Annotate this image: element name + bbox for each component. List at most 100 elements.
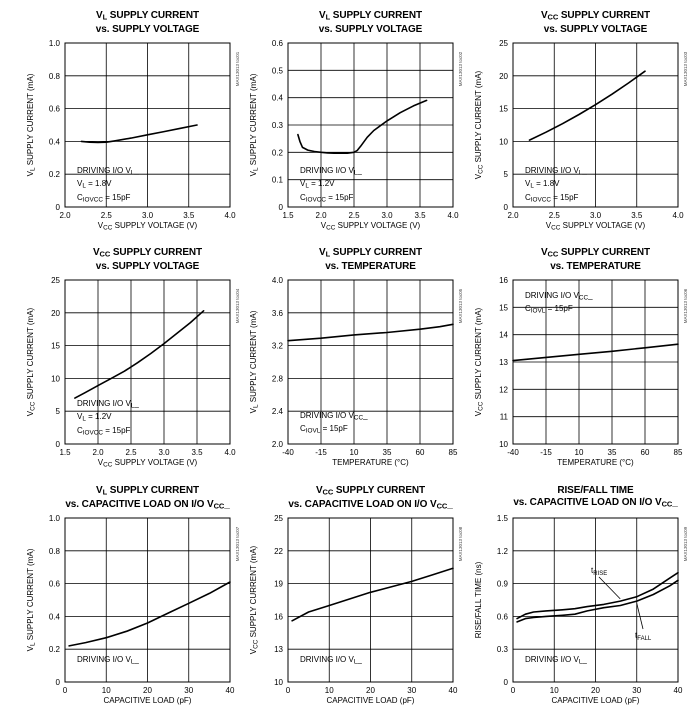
y-tick-label: 2.8	[272, 374, 284, 383]
plot-area: 0 0.2 0.4 0.6 0.8 1.0	[49, 39, 231, 212]
y-tick-label: 0.4	[272, 94, 284, 103]
y-tick-label: 1.5	[497, 514, 509, 523]
plot-area: 0 5 10 15 20 25	[499, 39, 679, 212]
y-tick-label: 13	[499, 358, 508, 367]
y-tick-label: 4.0	[272, 276, 284, 285]
y-tick-label: 3.6	[272, 309, 284, 318]
chart-title: VL SUPPLY CURRENT vs. SUPPLY VOLTAGE	[95, 10, 200, 35]
chart-title: RISE/FALL TIME vs. CAPACITIVE LOAD ON I/O…	[513, 485, 678, 509]
y-tick-label: 0.2	[49, 645, 61, 654]
y-tick-label: 12	[499, 385, 508, 394]
x-tick-label: 0	[286, 686, 291, 695]
x-tick-label: 4.0	[672, 211, 684, 220]
x-tick-label: 2.0	[59, 211, 71, 220]
series-label: tFALL	[635, 631, 652, 642]
y-tick-label: 11	[500, 413, 509, 422]
plot-area: 10 11 12 13 14 15 16	[499, 276, 679, 449]
x-tick-label: 85	[449, 448, 458, 457]
y-tick-label: 0	[56, 440, 61, 449]
x-tick-label: 2.0	[92, 448, 104, 457]
plot-area: 0 0.1 0.2 0.3 0.4 0.5 0.6	[272, 39, 454, 212]
y-tick-label: 0.4	[49, 137, 61, 146]
series-line	[516, 571, 679, 620]
series-line	[528, 70, 646, 141]
chart-title: VCC SUPPLY CURRENT vs. TEMPERATURE	[540, 247, 651, 272]
x-tick-label: 3.5	[191, 448, 203, 457]
y-tick-label: 15	[499, 303, 508, 312]
chart-annotation: DRIVING I/O VCC_ CIOVL = 15pF	[300, 411, 368, 435]
x-tick-label: -40	[507, 448, 519, 457]
y-tick-label: 0.3	[497, 645, 509, 654]
chart-title: VL SUPPLY CURRENT vs. SUPPLY VOLTAGE	[318, 10, 423, 35]
x-tick-label: 2.0	[315, 211, 327, 220]
x-tick-label: 35	[608, 448, 617, 457]
callout-line	[636, 603, 644, 630]
y-tick-label: 3.2	[272, 342, 284, 351]
x-tick-row: -40 -15 10 35 60 85	[282, 448, 458, 457]
x-tick-row: 0 10 20 30 40	[286, 686, 458, 695]
x-tick-label: 2.5	[101, 211, 113, 220]
plot-frame	[64, 279, 231, 445]
x-axis-label: VCC SUPPLY VOLTAGE (V)	[97, 458, 198, 469]
y-tick-label: 0.3	[272, 121, 284, 130]
y-tick-label: 0.4	[49, 612, 61, 621]
x-tick-label: 85	[674, 448, 683, 457]
x-tick-label: -15	[540, 448, 552, 457]
chart-annotation: DRIVING I/O VL_ VL = 1.8V CIOVCC = 15pF	[525, 166, 587, 203]
chart-title: VCC SUPPLY CURRENT vs. SUPPLY VOLTAGE	[92, 247, 203, 272]
x-tick-label: 10	[325, 686, 334, 695]
x-tick-label: 3.0	[381, 211, 393, 220]
y-tick-label: 20	[499, 72, 508, 81]
x-tick-label: 2.5	[125, 448, 137, 457]
y-tick-label: 20	[51, 309, 60, 318]
y-tick-label: 15	[499, 105, 508, 114]
x-tick-label: 2.0	[507, 211, 519, 220]
y-tick-label: 0	[279, 203, 284, 212]
plot-frame	[287, 517, 454, 683]
series-line	[512, 343, 679, 362]
plot-frame	[64, 42, 231, 208]
x-tick-label: 60	[641, 448, 650, 457]
plot-frame	[64, 517, 231, 683]
x-tick-label: 4.0	[224, 448, 236, 457]
x-axis-label: VCC SUPPLY VOLTAGE (V)	[97, 221, 198, 232]
x-tick-row: 1.5 2.0 2.5 3.0 3.5 4.0	[282, 211, 459, 220]
x-tick-label: 0	[63, 686, 68, 695]
x-axis-label: VCC SUPPLY VOLTAGE (V)	[320, 221, 421, 232]
y-tick-label: 19	[274, 580, 283, 589]
x-tick-label: 20	[366, 686, 375, 695]
x-tick-label: 1.5	[282, 211, 294, 220]
x-tick-label: 30	[184, 686, 193, 695]
x-tick-row: 2.0 2.5 3.0 3.5 4.0	[507, 211, 684, 220]
y-tick-label: 0.9	[497, 580, 509, 589]
x-tick-label: 4.0	[224, 211, 236, 220]
x-axis-label: TEMPERATURE (°C)	[557, 458, 634, 467]
plot-area: 0 0.2 0.4 0.6 0.8 1.0	[49, 514, 231, 687]
plot-area: 2.0 2.4 2.8 3.2 3.6 4.0	[272, 276, 454, 449]
callout-line	[598, 576, 621, 600]
plot-frame	[287, 279, 454, 445]
chart-title: VL SUPPLY CURRENT vs. TEMPERATURE	[319, 247, 422, 272]
y-tick-label: 0.6	[272, 39, 284, 48]
y-tick-label: 0.2	[272, 148, 284, 157]
x-tick-label: 60	[416, 448, 425, 457]
y-tick-label: 16	[274, 612, 283, 621]
y-tick-label: 25	[51, 276, 60, 285]
x-tick-label: 10	[550, 686, 559, 695]
x-tick-label: 35	[383, 448, 392, 457]
plot-frame	[287, 42, 454, 208]
x-tick-label: 3.5	[183, 211, 195, 220]
series-line	[80, 124, 198, 144]
y-tick-label: 14	[499, 331, 508, 340]
y-tick-label: 1.0	[49, 39, 61, 48]
x-axis-label: CAPACITIVE LOAD (pF)	[326, 696, 415, 705]
y-tick-label: 1.2	[497, 547, 509, 556]
plot-frame	[512, 279, 679, 445]
x-tick-row: 1.5 2.0 2.5 3.0 3.5 4.0	[59, 448, 236, 457]
x-tick-label: -15	[315, 448, 327, 457]
y-tick-label: 0	[504, 678, 509, 687]
chart-annotation: DRIVING I/O VL_	[300, 655, 362, 666]
x-tick-row: -40 -15 10 35 60 85	[507, 448, 683, 457]
x-tick-label: 2.5	[348, 211, 360, 220]
